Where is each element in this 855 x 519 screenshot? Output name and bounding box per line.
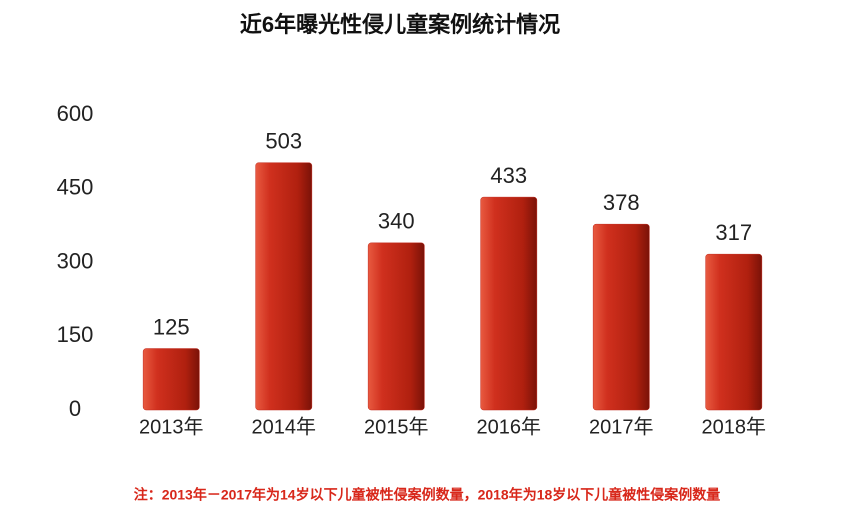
bar <box>255 162 313 411</box>
x-tick-label: 2015年 <box>364 415 429 438</box>
data-label: 317 <box>715 220 752 245</box>
data-label: 340 <box>378 209 415 234</box>
bar <box>592 223 650 411</box>
footnote: 注：2013年－2017年为14岁以下儿童被性侵案例数量，2018年为18岁以下… <box>134 487 721 503</box>
y-tick-label: 300 <box>57 248 94 273</box>
data-label: 125 <box>153 314 190 339</box>
chart-title: 近6年曝光性侵儿童案例统计情况 <box>240 12 560 37</box>
y-tick-label: 150 <box>57 322 94 347</box>
x-tick-label: 2018年 <box>702 415 767 438</box>
x-tick-label: 2017年 <box>589 415 654 438</box>
bar <box>142 348 200 411</box>
y-tick-label: 600 <box>57 101 94 126</box>
data-label: 433 <box>490 163 527 188</box>
y-tick-label: 450 <box>57 175 94 200</box>
x-tick-label: 2013年 <box>139 415 204 438</box>
x-tick-label: 2016年 <box>477 415 542 438</box>
bar <box>705 253 763 411</box>
x-tick-label: 2014年 <box>252 415 317 438</box>
y-tick-label: 0 <box>69 396 81 421</box>
data-label: 378 <box>603 190 640 215</box>
bar <box>480 196 538 411</box>
bar <box>367 242 425 411</box>
data-label: 503 <box>265 129 302 154</box>
